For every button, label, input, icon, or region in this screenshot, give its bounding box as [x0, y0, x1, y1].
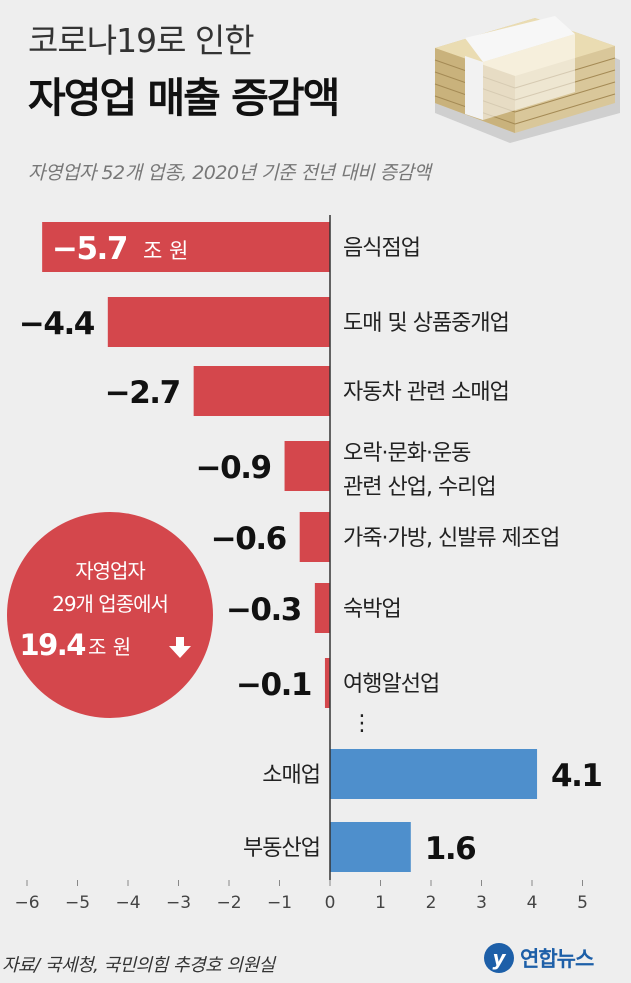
bar-0 [42, 222, 331, 272]
x-tick-label-9: 3 [476, 893, 487, 913]
x-tick-label-0: −6 [14, 893, 39, 913]
callout-value: 19.4 [19, 628, 85, 662]
callout-unit: 조 원 [88, 635, 131, 659]
bar-1 [107, 297, 330, 347]
category-label-5: 숙박업 [343, 597, 401, 622]
category-label-6: 여행알선업 [343, 672, 439, 697]
source-note: 자료/ 국세청, 국민의힘 추경호 의원실 [2, 955, 275, 976]
callout-line2: 29개 업종에서 [52, 592, 168, 616]
x-tick-label-5: −1 [267, 893, 292, 913]
x-tick-label-8: 2 [426, 893, 437, 913]
value-unit-label: 조 원 [143, 239, 188, 263]
x-tick-label-7: 1 [375, 893, 386, 913]
category-label-4: 가죽·가방, 신발류 제조업 [343, 526, 559, 551]
category-label-3-1: 관련 산업, 수리업 [343, 475, 496, 500]
bar-8 [330, 822, 411, 872]
category-label-3-0: 오락·문화·운동 [343, 441, 471, 466]
value-label-6: −0.1 [236, 667, 311, 703]
x-tick-label-2: −4 [115, 893, 140, 913]
x-tick-label-3: −3 [166, 893, 191, 913]
category-label-2: 자동차 관련 소매업 [343, 380, 509, 405]
x-tick-label-6: 0 [325, 893, 336, 913]
value-label-7: 4.1 [551, 758, 601, 794]
subtitle: 자영업자 52개 업종, 2020년 기준 전년 대비 증감액 [28, 162, 431, 184]
x-tick-label-11: 5 [577, 893, 588, 913]
value-label-5: −0.3 [226, 592, 301, 628]
category-label-8: 부동산업 [243, 836, 320, 861]
value-label-2: −2.7 [105, 375, 180, 411]
yonhap-logo-text: 연합뉴스 [520, 947, 594, 971]
title-line2: 자영업 매출 증감액 [28, 74, 340, 122]
x-tick-label-10: 4 [527, 893, 538, 913]
callout-line1: 자영업자 [75, 559, 145, 583]
value-label-3: −0.9 [196, 450, 271, 486]
value-label-4: −0.6 [211, 521, 286, 557]
bar-3 [284, 441, 330, 491]
category-label-0: 음식점업 [343, 236, 420, 261]
category-label-1: 도매 및 상품중개업 [343, 311, 509, 336]
x-tick-label-1: −5 [65, 893, 90, 913]
yonhap-logo-icon: y [484, 943, 514, 973]
value-label-8: 1.6 [425, 831, 475, 867]
ellipsis-mark: ⋮ [351, 711, 373, 736]
money-stack-illustration [434, 16, 620, 143]
bar-5 [314, 583, 330, 633]
bar-4 [299, 512, 330, 562]
bar-6 [324, 658, 330, 708]
bar-7 [330, 749, 538, 799]
bar-2 [193, 366, 330, 416]
value-label-1: −4.4 [19, 306, 95, 342]
value-label-0: −5.7 [52, 231, 127, 267]
down-arrow-icon [169, 637, 191, 658]
callout-circle [7, 512, 213, 718]
yonhap-logo: y 연합뉴스 [484, 940, 594, 976]
category-label-7: 소매업 [262, 763, 320, 788]
title-line1: 코로나19로 인한 [28, 21, 255, 60]
x-tick-label-4: −2 [216, 893, 241, 913]
